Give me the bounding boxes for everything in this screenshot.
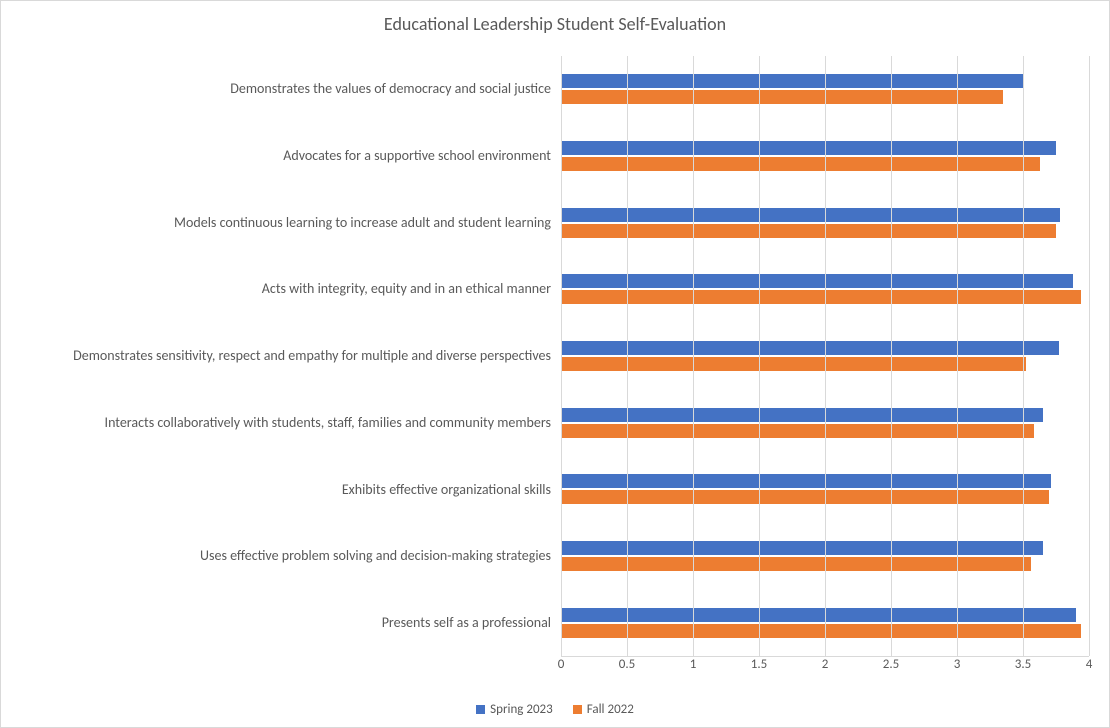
plot-area-wrapper: Demonstrates the values of democracy and… <box>21 56 1089 657</box>
gridline <box>1089 56 1090 656</box>
x-tick-label: 3 <box>954 657 961 672</box>
gridline <box>561 56 562 656</box>
legend-label: Spring 2023 <box>490 702 553 717</box>
x-tick-label: 2 <box>822 657 829 672</box>
bar <box>561 490 1049 504</box>
x-tick-label: 0.5 <box>619 657 635 672</box>
bar <box>561 141 1056 155</box>
bar <box>561 208 1060 222</box>
bar <box>561 274 1073 288</box>
legend-swatch <box>476 705 485 714</box>
chart-container: Educational Leadership Student Self-Eval… <box>0 0 1110 728</box>
x-tick-label: 0 <box>558 657 565 672</box>
legend-item: Spring 2023 <box>476 702 553 717</box>
category-label: Uses effective problem solving and decis… <box>21 523 561 590</box>
gridline <box>825 56 826 656</box>
gridline <box>759 56 760 656</box>
legend-swatch <box>573 705 582 714</box>
category-label: Advocates for a supportive school enviro… <box>21 123 561 190</box>
bar <box>561 357 1026 371</box>
category-labels-column: Demonstrates the values of democracy and… <box>21 56 561 657</box>
bar <box>561 408 1043 422</box>
bar <box>561 157 1040 171</box>
x-tick-label: 4 <box>1086 657 1093 672</box>
legend-label: Fall 2022 <box>587 702 634 717</box>
bar <box>561 290 1081 304</box>
legend: Spring 2023 Fall 2022 <box>1 702 1109 717</box>
category-label: Models continuous learning to increase a… <box>21 190 561 257</box>
gridline <box>693 56 694 656</box>
bar <box>561 608 1076 622</box>
category-label: Demonstrates the values of democracy and… <box>21 56 561 123</box>
chart-title: Educational Leadership Student Self-Eval… <box>1 13 1109 35</box>
category-label: Exhibits effective organizational skills <box>21 457 561 524</box>
x-tick-label: 1 <box>690 657 697 672</box>
x-tick-label: 2.5 <box>883 657 899 672</box>
bar <box>561 224 1056 238</box>
bar <box>561 624 1081 638</box>
gridline <box>891 56 892 656</box>
bar <box>561 557 1031 571</box>
plot-area <box>561 56 1089 657</box>
gridline <box>627 56 628 656</box>
bar <box>561 341 1059 355</box>
category-label: Acts with integrity, equity and in an et… <box>21 256 561 323</box>
bar <box>561 74 1023 88</box>
category-label: Interacts collaboratively with students,… <box>21 390 561 457</box>
x-tick-label: 1.5 <box>751 657 767 672</box>
category-label: Demonstrates sensitivity, respect and em… <box>21 323 561 390</box>
gridline <box>957 56 958 656</box>
x-axis-ticks: 00.511.522.533.54 <box>561 657 1089 677</box>
legend-item: Fall 2022 <box>573 702 634 717</box>
bar <box>561 424 1034 438</box>
category-label: Presents self as a professional <box>21 590 561 657</box>
gridline <box>1023 56 1024 656</box>
bar <box>561 541 1043 555</box>
bar <box>561 474 1051 488</box>
x-tick-label: 3.5 <box>1015 657 1031 672</box>
